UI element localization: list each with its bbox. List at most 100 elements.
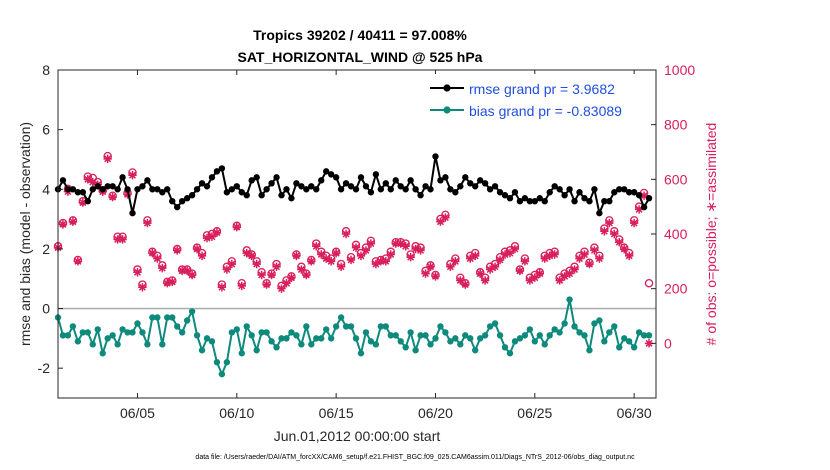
rmse-point: [561, 192, 568, 199]
obs-assimilated-point: [78, 198, 88, 207]
obs-assimilated-point: [565, 269, 574, 278]
rmse-point: [303, 186, 310, 193]
bias-point: [511, 338, 519, 345]
obs-assimilated-point: [312, 242, 321, 251]
bias-point: [387, 332, 394, 339]
bias-point: [134, 320, 141, 327]
rmse-point: [164, 186, 171, 193]
obs-assimilated-point: [336, 262, 346, 271]
rmse-point: [327, 171, 335, 178]
rmse-point: [621, 186, 628, 193]
obs-assimilated-point: [416, 246, 425, 255]
rmse-point: [318, 177, 325, 184]
bias-point: [124, 329, 131, 336]
legend-rmse-marker: [443, 84, 451, 92]
bias-point: [481, 332, 489, 339]
rmse-point: [109, 183, 116, 190]
obs-assimilated-point: [227, 259, 237, 269]
rmse-point: [134, 186, 141, 193]
bias-point: [640, 332, 648, 339]
bias-point: [586, 347, 593, 354]
obs-assimilated-point: [153, 254, 162, 263]
bias-point: [496, 332, 504, 339]
rmse-point: [288, 195, 295, 202]
obs-assimilated-point: [207, 232, 217, 241]
rmse-point: [64, 186, 72, 193]
rmse-point: [337, 186, 345, 193]
rmse-point: [625, 189, 633, 196]
bias-point: [427, 341, 434, 348]
bias-point: [228, 329, 236, 336]
rmse-point: [248, 177, 255, 184]
legend-box: [424, 74, 652, 122]
rmse-point: [342, 180, 350, 187]
rmse-point: [228, 186, 236, 193]
obs-assimilated-point: [322, 254, 331, 263]
rmse-point: [457, 183, 464, 190]
obs-assimilated-point: [182, 266, 192, 276]
obs-assimilated-point: [68, 217, 78, 226]
rmse-point: [407, 177, 414, 184]
obs-assimilated-point: [615, 238, 624, 247]
obs-assimilated-point: [446, 262, 455, 271]
bias-point: [630, 344, 638, 351]
rmse-point: [124, 186, 131, 193]
rmse-point: [467, 180, 474, 187]
obs-assimilated-point: [307, 257, 316, 266]
bias-point: [397, 338, 404, 345]
rmse-point: [129, 209, 136, 217]
bias-point: [89, 341, 96, 348]
rmse-point: [139, 183, 146, 190]
rmse-point: [362, 183, 370, 190]
obs-assimilated-point: [351, 243, 361, 252]
bias-point: [635, 329, 643, 336]
rmse-point: [203, 183, 211, 190]
obs-assimilated-point: [267, 270, 276, 280]
rmse-point: [332, 174, 340, 181]
rmse-point: [298, 183, 305, 190]
obs-assimilated-point: [138, 283, 147, 292]
rmse-point: [645, 195, 653, 202]
obs-assimilated-point: [575, 254, 584, 263]
rmse-point: [402, 186, 409, 193]
obs-assimilated-point: [525, 276, 535, 285]
rmse-point: [556, 186, 563, 193]
bias-point: [243, 323, 250, 330]
rmse-point: [491, 183, 499, 190]
obs-assimilated-point: [471, 251, 480, 261]
bias-point: [119, 326, 126, 333]
obs-assimilated-point: [545, 251, 554, 261]
rmse-point: [69, 186, 77, 193]
obs-assimilated-point: [173, 246, 182, 255]
x-tick-label: 06/05: [120, 405, 155, 421]
obs-assimilated-point: [644, 339, 654, 348]
obs-assimilated-point: [257, 270, 266, 280]
bias-point: [313, 335, 320, 342]
y-tick-label: -2: [38, 360, 51, 376]
obs-assimilated-point: [600, 227, 609, 236]
obs-assimilated-point: [530, 273, 540, 282]
rmse-point: [576, 189, 583, 196]
y-tick-label: 8: [42, 62, 50, 78]
obs-assimilated-point: [495, 255, 505, 265]
bias-point: [621, 335, 628, 342]
y-tick-label: 6: [42, 122, 50, 138]
bias-point: [213, 359, 221, 366]
obs-assimilated-point: [441, 213, 450, 222]
rmse-point: [630, 189, 638, 196]
rmse-point: [422, 183, 429, 190]
rmse-point: [273, 174, 280, 181]
rmse-point: [397, 183, 404, 190]
rmse-point: [367, 189, 375, 196]
bias-point: [601, 338, 608, 345]
bias-point: [332, 323, 340, 330]
bias-point: [258, 329, 265, 336]
bias-point: [352, 335, 360, 342]
rmse-point: [541, 198, 548, 205]
rmse-point: [233, 183, 241, 190]
rmse-point: [387, 186, 394, 193]
obs-assimilated-point: [292, 251, 301, 261]
rmse-point: [546, 189, 553, 196]
obs-assimilated-point: [192, 244, 202, 254]
obs-assimilated-point: [560, 272, 569, 281]
